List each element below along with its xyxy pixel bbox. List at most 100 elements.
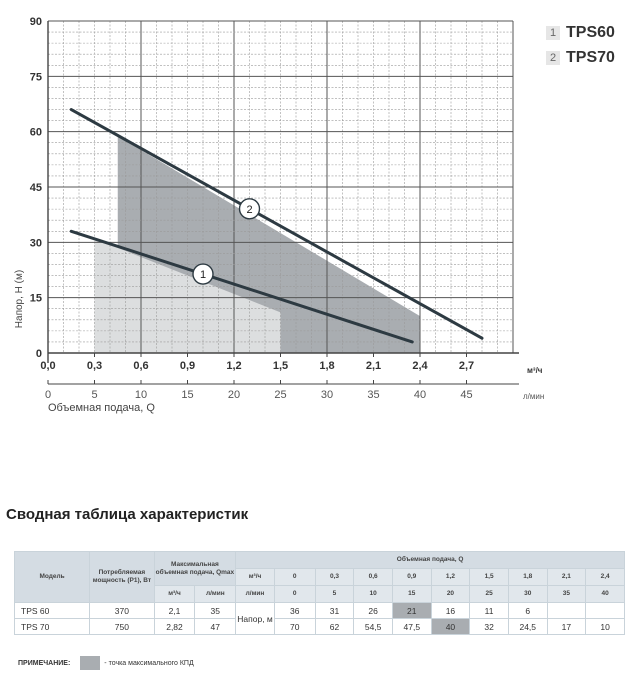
header-q-m3h-0: 0 (273, 568, 316, 586)
header-max-flow: Максимальная объемная подача, Qmax (153, 551, 237, 586)
x-tick-label: 1,5 (273, 360, 288, 372)
cell-model: TPS 60 (13, 602, 91, 619)
header-q-m3h-7: 2,1 (546, 568, 587, 586)
cell-qmax-m3h: 2,1 (153, 602, 196, 619)
cell-head-value: 70 (273, 618, 316, 635)
header-qmax-unit-m3h: м³/ч (153, 585, 196, 603)
x-tick-label-secondary: 20 (228, 389, 240, 401)
chart-legend: 1 TPS60 2 TPS70 (546, 20, 615, 70)
x-tick-label-secondary: 0 (45, 389, 51, 401)
curve-marker-label-2: 2 (246, 204, 252, 216)
cell-head-value: 26 (353, 602, 393, 619)
cell-head-value (546, 602, 587, 619)
header-q-m3h-2: 0,6 (353, 568, 393, 586)
header-power: Потребляемая мощность (Р1), Вт (89, 551, 155, 603)
x-tick-label-secondary: 15 (181, 389, 193, 401)
header-q-lmin-7: 35 (546, 585, 587, 603)
curve-marker-2 (238, 198, 261, 220)
header-model: Модель (13, 551, 91, 603)
pump-curve-chart: 12 0,0 0,3 0,6 0,9 1,2 1,5 1,8 2,1 2,4 2,70 5 10 15 2… (14, 16, 544, 414)
curve-marker-label-1: 1 (200, 269, 206, 281)
note: ПРИМЕЧАНИЕ: - точка максимального КПД (18, 656, 194, 670)
x-unit-secondary: л/мин (523, 392, 544, 401)
performance-curves: 12 (69, 108, 484, 344)
note-text: - точка максимального КПД (104, 659, 194, 667)
header-q-m3h-8: 2,4 (585, 568, 625, 586)
table-row: TPS 70 750 2,82 47 70 62 54,5 47,5 40 32 24,5 17 10 (13, 618, 625, 635)
legend-item-1: 1 TPS60 (546, 20, 615, 45)
header-q-m3h-5: 1,5 (469, 568, 509, 586)
header-q-m3h-1: 0,3 (314, 568, 355, 586)
x-tick-label: 0,3 (87, 360, 102, 372)
cell-head-value: 36 (273, 602, 316, 619)
table-body: TPS 60 370 2,1 35 Напор, м 36 31 26 21 16 11 6 TPS 7… (13, 602, 625, 635)
header-unit-lmin: л/мин (235, 585, 275, 603)
x-tick-label: 1,8 (319, 360, 334, 372)
y-tick-label: 75 (30, 71, 42, 83)
header-q-lmin-1: 5 (314, 585, 355, 603)
cell-head-value: 10 (585, 618, 625, 635)
legend-label-tps60: TPS60 (566, 23, 615, 41)
cell-head-label: Напор, м (235, 602, 275, 635)
cell-head-value: 62 (314, 618, 355, 635)
x-axis-title: Объемная подача, Q (48, 402, 155, 414)
header-unit-m3h: м³/ч (235, 568, 275, 586)
legend-label-tps70: TPS70 (566, 48, 615, 66)
y-tick-label: 45 (30, 182, 42, 194)
spec-table: Модель Потребляемая мощность (Р1), Вт Ма… (13, 551, 625, 635)
cell-head-value (585, 602, 625, 619)
note-label: ПРИМЕЧАНИЕ: (18, 659, 71, 667)
header-q-lmin-5: 25 (469, 585, 509, 603)
header-q-lmin-6: 30 (507, 585, 548, 603)
curve-marker-1 (192, 263, 214, 285)
header-flow-group: Объемная подача, Q (235, 551, 625, 569)
cell-head-value: 16 (430, 602, 471, 619)
x-tick-label-secondary: 45 (460, 389, 472, 401)
efficiency-regions (94, 136, 420, 353)
table-title: Сводная таблица характеристик (6, 506, 249, 523)
legend-marker-2: 2 (546, 50, 560, 65)
header-q-m3h-3: 0,9 (391, 568, 432, 586)
cell-power: 750 (89, 618, 155, 635)
cell-qmax-lmin: 35 (194, 602, 237, 619)
cell-head-value: 24,5 (507, 618, 548, 635)
table-row: TPS 60 370 2,1 35 Напор, м 36 31 26 21 16 11 6 (13, 602, 625, 635)
cell-model: TPS 70 (13, 618, 91, 635)
cell-power: 370 (89, 602, 155, 619)
x-tick-label-secondary: 35 (367, 389, 379, 401)
header-row-m3h: м³/ч 0 0,3 0,6 0,9 1,2 1,5 1,8 2,1 2,4 (15, 568, 625, 586)
header-q-lmin-8: 40 (585, 585, 625, 603)
header-q-lmin-2: 10 (353, 585, 393, 603)
x-tick-label: 1,2 (226, 360, 241, 372)
cell-head-value: 17 (546, 618, 587, 635)
y-axis-title: Напор, Н (м) (14, 270, 25, 328)
x-tick-label-secondary: 10 (135, 389, 147, 401)
y-tick-label: 30 (30, 237, 42, 249)
cell-head-value: 21 (391, 602, 432, 619)
y-tick-label: 90 (30, 16, 42, 28)
cell-qmax-lmin: 47 (194, 618, 237, 635)
cell-head-value: 31 (314, 602, 355, 619)
chart-grid (47, 20, 514, 354)
header-q-lmin-3: 15 (391, 585, 432, 603)
legend-item-2: 2 TPS70 (546, 45, 615, 70)
legend-marker-1: 1 (546, 25, 560, 40)
cell-head-value: 54,5 (353, 618, 393, 635)
cell-head-value: 6 (507, 602, 548, 619)
y-tick-label: 0 (36, 348, 42, 360)
header-q-m3h-4: 1,2 (430, 568, 471, 586)
curve-tps60 (69, 229, 414, 344)
cell-head-value: 11 (469, 602, 509, 619)
x-tick-label: 0,0 (40, 360, 55, 372)
curve-tps70 (69, 108, 484, 340)
y-tick-label: 15 (30, 293, 42, 305)
x-tick-label-secondary: 40 (414, 389, 426, 401)
header-q-lmin-0: 0 (273, 585, 316, 603)
y-tick-label: 60 (30, 127, 42, 139)
header-q-lmin-4: 20 (430, 585, 471, 603)
x-unit-primary: м³/ч (527, 366, 543, 375)
cell-qmax-m3h: 2,82 (153, 618, 196, 635)
x-tick-label-secondary: 25 (274, 389, 286, 401)
axis-labels: 0,0 0,3 0,6 0,9 1,2 1,5 1,8 2,1 2,4 2,70 5 10 15 20 25… (14, 16, 544, 414)
header-row-lmin: м³/ч л/мин л/мин 0 5 10 15 20 25 30 35 40 (15, 585, 625, 603)
